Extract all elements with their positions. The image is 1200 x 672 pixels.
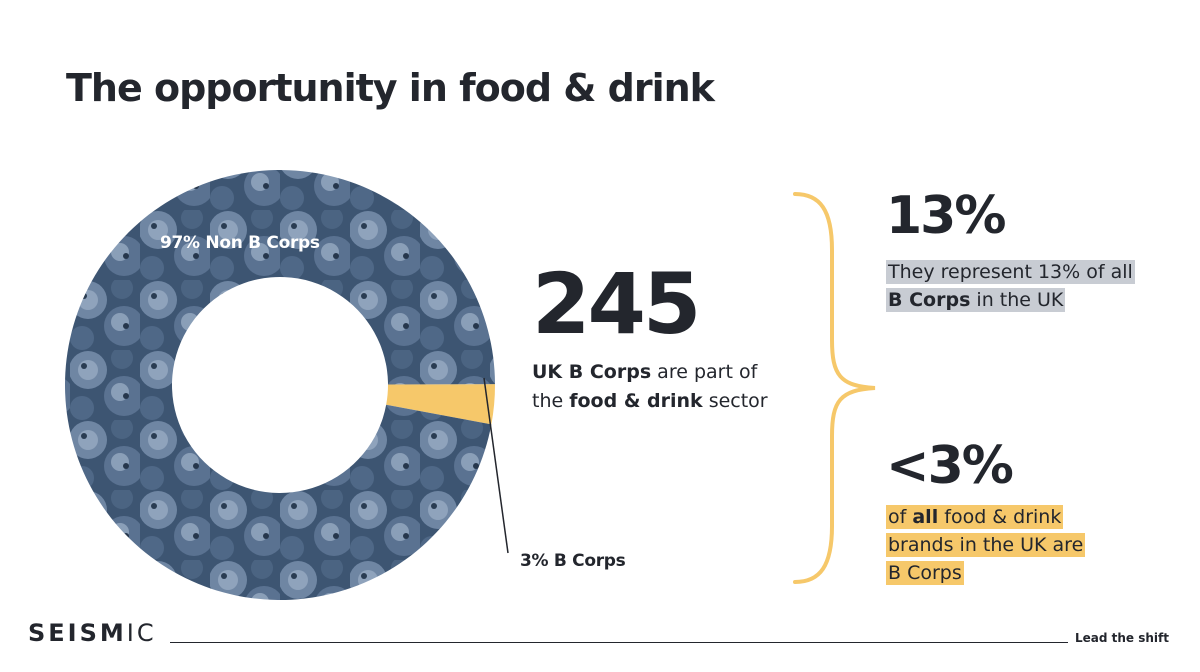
stat-top-line-1: They represent 13% of all xyxy=(886,260,1135,284)
stat-top-description: They represent 13% of all B Corps in the… xyxy=(886,258,1186,314)
stat-bottom-line-1: of all food & drink xyxy=(886,505,1064,529)
footer-divider xyxy=(170,642,1068,643)
stat-bottom-description: of all food & drink brands in the UK are… xyxy=(886,503,1186,587)
curly-brace xyxy=(793,192,876,584)
stat-bottom-percent: <3% xyxy=(886,436,1014,496)
stat-top-percent: 13% xyxy=(886,186,1006,246)
slice-label-b-corps: 3% B Corps xyxy=(520,551,626,571)
stat-bottom-line-2: brands in the UK are xyxy=(886,533,1086,557)
headline-description: UK B Corps are part of the food & drink … xyxy=(532,358,832,416)
headline-text-1: are part of xyxy=(651,361,758,383)
b-corps-leader-line xyxy=(483,377,509,554)
stat-top-line-2-rest: in the UK xyxy=(970,289,1064,311)
stat-top-line-2: B Corps in the UK xyxy=(886,288,1066,312)
page-title: The opportunity in food & drink xyxy=(66,66,715,110)
slice-label-non-b-corps: 97% Non B Corps xyxy=(160,233,320,253)
stat-top-bold: B Corps xyxy=(888,289,971,311)
stat-bottom-bold: all xyxy=(912,506,939,528)
headline-text-3: sector xyxy=(702,390,768,412)
logo-bold: SEISM xyxy=(28,619,127,647)
donut-slice-b-corps xyxy=(386,384,495,425)
seismic-logo: SEISMIC xyxy=(28,619,157,647)
tagline: Lead the shift xyxy=(1075,631,1170,645)
donut-slice-non-b-corps xyxy=(64,170,495,601)
logo-rest: IC xyxy=(126,619,157,647)
stat-bottom-pre: of xyxy=(888,506,913,528)
headline-bold-1: UK B Corps xyxy=(532,361,652,383)
headline-number: 245 xyxy=(532,255,701,353)
headline-text-2: the xyxy=(532,390,570,412)
stat-bottom-line-1-rest: food & drink xyxy=(938,506,1062,528)
stat-bottom-line-3: B Corps xyxy=(886,561,964,585)
headline-bold-2: food & drink xyxy=(569,390,703,412)
